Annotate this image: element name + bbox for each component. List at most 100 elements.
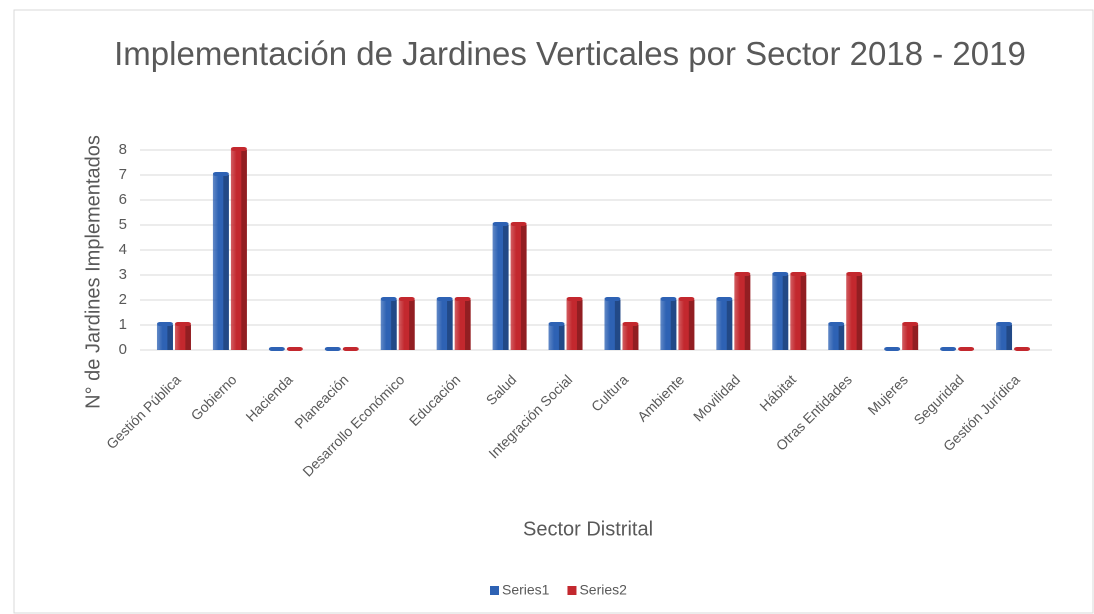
bar-top [324,347,341,351]
bar [996,325,1013,350]
x-tick-label: Hábitat [756,371,799,414]
bar [828,325,845,350]
bar-top [828,322,845,326]
bar-top [268,347,285,351]
x-tick-label: Gestión Pública [103,371,184,452]
y-tick-label: 3 [119,266,127,283]
bar-top [398,297,415,301]
bar-shade [744,275,751,350]
bar-top [156,322,173,326]
y-tick-label: 6 [119,191,127,208]
bar-shade [409,300,415,350]
bar-shade [800,275,807,350]
bar-top [342,347,359,351]
bar-top [660,297,677,301]
bar-shade [1006,325,1013,350]
bar-top [286,347,303,351]
bar-top [846,272,863,276]
chart-title: Implementación de Jardines Verticales po… [114,35,1026,72]
bar-shade [838,325,845,350]
x-tick-label: Gobierno [188,371,240,423]
bar-shade [391,300,397,350]
bar [548,325,565,350]
bar-shade [223,175,229,350]
bar [454,300,471,350]
bar-top [454,297,471,301]
x-tick-label: Planeación [291,371,351,431]
bar-shade [576,300,583,350]
bar [790,275,807,350]
bar-top [884,347,901,351]
bar-top [622,322,639,326]
y-tick-label: 8 [119,141,127,158]
bar [660,300,677,350]
bar-shade [447,300,453,350]
x-tick-label: Ambiente [634,371,687,424]
x-tick-label: Seguridad [910,371,966,427]
bar [622,325,639,350]
bar-top [548,322,565,326]
bar [212,175,229,350]
bar-shade [632,325,639,350]
y-tick-label: 7 [119,166,127,183]
bar [902,325,919,350]
bar-shade [185,325,191,350]
x-tick-label: Movilidad [690,371,743,424]
x-tick-label: Mujeres [864,371,911,418]
legend-label: Series1 [502,582,550,598]
bar [678,300,695,350]
bar-shade [241,150,247,350]
y-axis-title: N° de Jardines Implementados [82,135,104,409]
bar-top [716,297,733,301]
bar [492,225,509,350]
bar-top [902,322,919,326]
legend-label: Series2 [579,582,627,598]
y-tick-label: 1 [119,316,127,333]
legend-swatch [490,586,499,595]
bar-top [174,322,191,326]
bar-shade [614,300,621,350]
bar [772,275,789,350]
bar [230,150,247,350]
bar-shade [167,325,173,350]
bar [510,225,527,350]
bar-top [380,297,397,301]
bar-top [772,272,789,276]
bar-top [734,272,751,276]
x-axis-title: Sector Distrital [523,518,653,540]
bar [436,300,453,350]
bar-shade [520,225,527,350]
bar-top [604,297,621,301]
bar [174,325,191,350]
bar [716,300,733,350]
legend-swatch [567,586,577,595]
bar-top [230,147,247,151]
bar-top [790,272,807,276]
x-tick-label: Desarrollo Económico [299,371,407,479]
bar-top [940,347,957,351]
bar-shade [782,275,789,350]
bar-shade [856,275,863,350]
bar-top [212,172,229,176]
bar-shade [502,225,509,350]
bar [156,325,173,350]
bar-top [510,222,527,226]
bar-top [492,222,509,226]
bar-shade [688,300,695,350]
bar [846,275,863,350]
bar-shade [558,325,565,350]
y-tick-label: 2 [119,291,127,308]
bar [380,300,397,350]
bar [398,300,415,350]
bar-top [958,347,975,351]
x-tick-label: Hacienda [242,371,295,424]
x-tick-label: Educación [406,371,464,429]
bar [604,300,621,350]
bar-shade [670,300,677,350]
bar-top [566,297,583,301]
bar-top [996,322,1013,326]
bar [566,300,583,350]
y-tick-label: 5 [119,216,127,233]
